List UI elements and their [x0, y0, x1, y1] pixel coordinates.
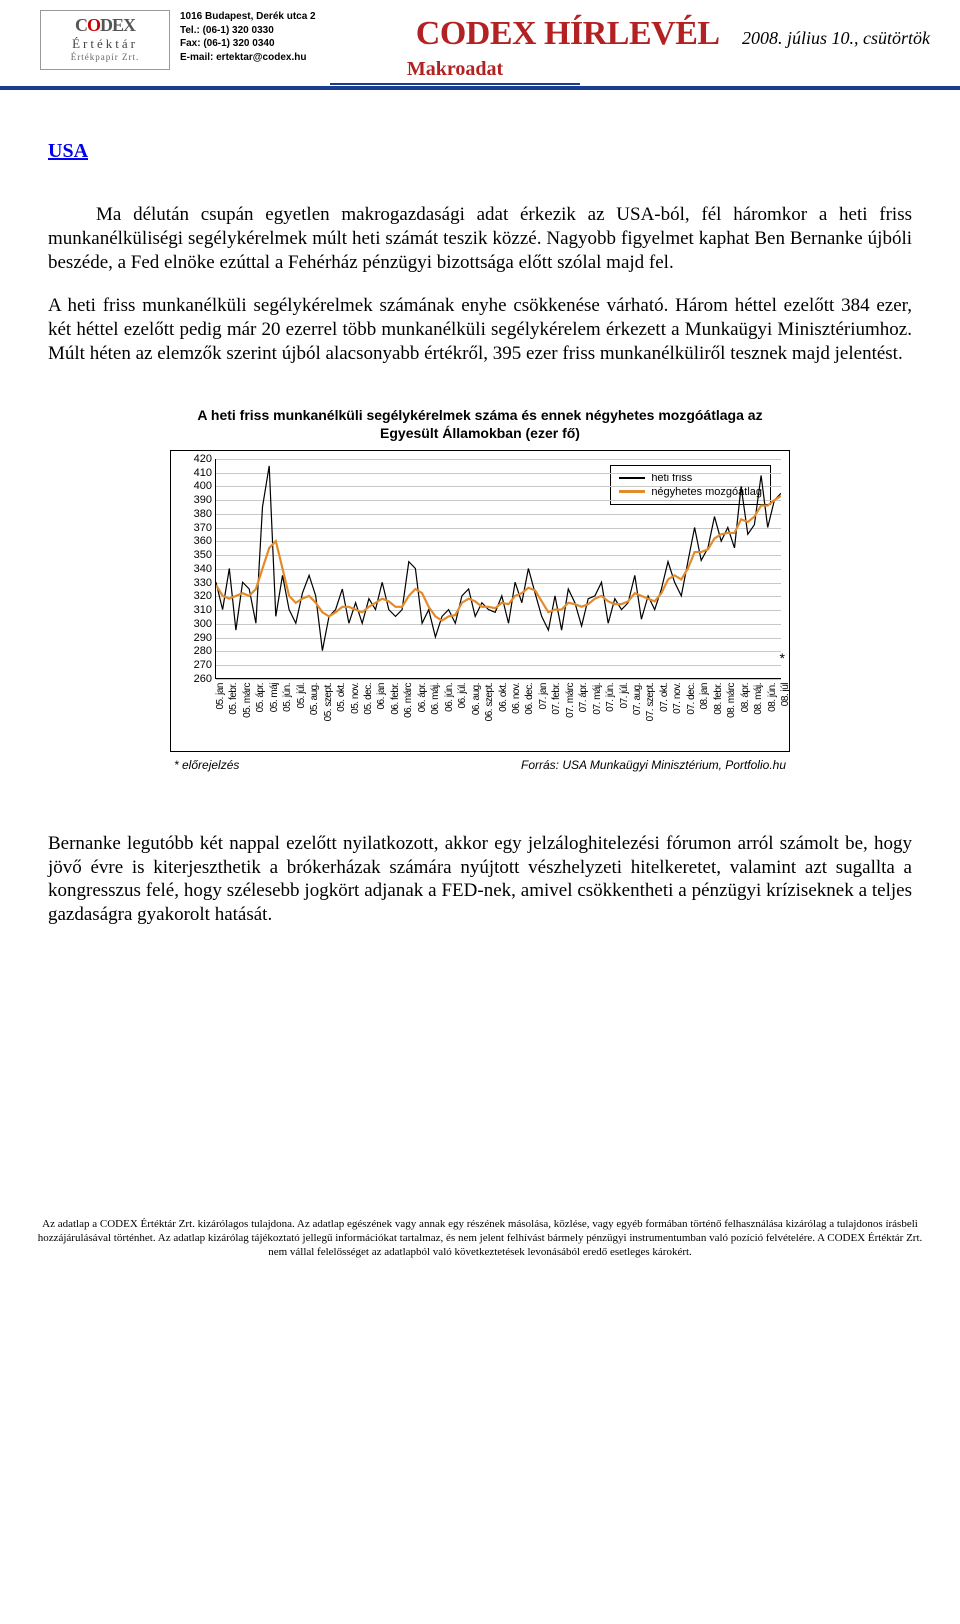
- chart-x-label: 06. márc: [403, 683, 414, 718]
- chart-y-label: 420: [172, 453, 212, 465]
- contact-email: E-mail: ertektar@codex.hu: [180, 51, 316, 65]
- chart-y-label: 280: [172, 645, 212, 657]
- chart-x-label: 05. jún.: [282, 683, 293, 712]
- chart-x-label: 07. ápr.: [578, 683, 589, 712]
- chart-x-label: 07. jún.: [605, 683, 616, 712]
- chart-x-label: 07. febr.: [551, 683, 562, 715]
- chart-y-label: 350: [172, 549, 212, 561]
- document-footer: Az adatlap a CODEX Értéktár Zrt. kizáról…: [0, 1197, 960, 1280]
- subtitle-underline: [330, 83, 580, 85]
- chart-x-label: 05. ápr.: [255, 683, 266, 712]
- chart-x-label: 06. febr.: [390, 683, 401, 715]
- chart-x-label: 06. nov.: [511, 683, 522, 714]
- document-date: 2008. július 10., csütörtök: [742, 28, 930, 48]
- chart-y-label: 380: [172, 508, 212, 520]
- main-title: CODEX HÍRLEVÉL: [416, 15, 720, 52]
- subtitle-bar: Makroadat: [330, 58, 580, 85]
- chart-y-label: 340: [172, 563, 212, 575]
- chart-x-label: 05. márc: [242, 683, 253, 718]
- logo-line2: Értéktár: [47, 36, 163, 52]
- chart-x-label: 07. dec.: [686, 683, 697, 715]
- paragraph-1: Ma délután csupán egyetlen makrogazdaság…: [48, 203, 912, 274]
- chart-x-label: 06. szept.: [484, 683, 495, 721]
- chart-x-label: 08. febr.: [713, 683, 724, 715]
- chart-x-label: 07. szept.: [645, 683, 656, 721]
- chart-y-label: 360: [172, 535, 212, 547]
- contact-tel: Tel.: (06-1) 320 0330: [180, 24, 316, 38]
- chart-x-label: 07. jan: [538, 683, 549, 710]
- chart-x-label: 05. jan: [215, 683, 226, 710]
- chart-y-label: 370: [172, 522, 212, 534]
- chart-x-label: 05. febr.: [228, 683, 239, 715]
- chart-x-label: 05. júl.: [296, 683, 307, 708]
- chart-x-label: 08. máj.: [753, 683, 764, 715]
- chart-x-label: 08. júl: [780, 683, 791, 706]
- chart-x-label: 05. okt.: [336, 683, 347, 712]
- title-block: CODEX HÍRLEVÉL 2008. július 10., csütört…: [416, 15, 930, 53]
- chart-x-label: 06. okt.: [498, 683, 509, 712]
- chart-x-label: 07. júl.: [619, 683, 630, 708]
- chart-x-label: 06. júl.: [457, 683, 468, 708]
- chart-x-label: 05. aug.: [309, 683, 320, 715]
- chart-y-label: 320: [172, 590, 212, 602]
- chart-y-label: 300: [172, 618, 212, 630]
- contact-block: 1016 Budapest, Derék utca 2 Tel.: (06-1)…: [180, 10, 316, 64]
- chart-x-label: 07. márc: [565, 683, 576, 718]
- chart-x-label: 06. jún.: [444, 683, 455, 712]
- chart-y-label: 270: [172, 659, 212, 671]
- chart-x-label: 08. jan: [699, 683, 710, 710]
- logo-brand: CODEX: [47, 15, 163, 36]
- chart-x-label: 08. ápr.: [740, 683, 751, 712]
- chart-y-label: 390: [172, 494, 212, 506]
- document-header: CODEX Értéktár Értékpapír Zrt. 1016 Buda…: [0, 0, 960, 90]
- chart-footer: * előrejelzés Forrás: USA Munkaügyi Mini…: [170, 758, 790, 772]
- chart-x-label: 08. márc: [726, 683, 737, 718]
- logo-line3: Értékpapír Zrt.: [47, 52, 163, 62]
- chart-forecast-note: * előrejelzés: [174, 758, 239, 772]
- chart-x-axis: 05. jan05. febr.05. márc05. ápr.05. máj0…: [215, 679, 781, 751]
- chart-plot-area: heti friss négyhetes mozgóátlag * 260270…: [215, 459, 781, 679]
- chart-y-label: 310: [172, 604, 212, 616]
- chart-x-label: 05. máj: [269, 683, 280, 712]
- chart-x-label: 06. dec.: [524, 683, 535, 715]
- chart-x-label: 07. okt.: [659, 683, 670, 712]
- chart-y-label: 290: [172, 632, 212, 644]
- chart-box: heti friss négyhetes mozgóátlag * 260270…: [170, 450, 790, 752]
- paragraph-2: A heti friss munkanélküli segélykérelmek…: [48, 294, 912, 365]
- contact-fax: Fax: (06-1) 320 0340: [180, 37, 316, 51]
- chart-wrapper: A heti friss munkanélküli segélykérelmek…: [170, 406, 790, 772]
- subtitle: Makroadat: [330, 58, 580, 81]
- paragraph-3: Bernanke legutóbb két nappal ezelőtt nyi…: [48, 832, 912, 927]
- chart-x-label: 05. szept.: [323, 683, 334, 721]
- chart-svg: [216, 459, 781, 678]
- chart-x-label: 06. jan: [376, 683, 387, 710]
- content-area: USA Ma délután csupán egyetlen makrogazd…: [0, 90, 960, 977]
- chart-x-label: 07. máj.: [592, 683, 603, 715]
- chart-series-0: [216, 466, 781, 651]
- contact-address: 1016 Budapest, Derék utca 2: [180, 10, 316, 24]
- chart-y-label: 410: [172, 467, 212, 479]
- chart-y-label: 260: [172, 673, 212, 685]
- chart-x-label: 07. nov.: [672, 683, 683, 714]
- chart-x-label: 07. aug.: [632, 683, 643, 715]
- chart-x-label: 06. máj.: [430, 683, 441, 715]
- chart-y-label: 400: [172, 480, 212, 492]
- chart-x-label: 06. ápr.: [417, 683, 428, 712]
- chart-x-label: 08. jún.: [767, 683, 778, 712]
- country-heading: USA: [48, 140, 912, 163]
- chart-x-label: 06. aug.: [471, 683, 482, 715]
- logo-block: CODEX Értéktár Értékpapír Zrt.: [40, 10, 170, 70]
- chart-x-label: 05. nov.: [350, 683, 361, 714]
- chart-x-label: 05. dec.: [363, 683, 374, 715]
- chart-source: Forrás: USA Munkaügyi Minisztérium, Port…: [521, 758, 786, 772]
- chart-y-label: 330: [172, 577, 212, 589]
- chart-title: A heti friss munkanélküli segélykérelmek…: [170, 406, 790, 442]
